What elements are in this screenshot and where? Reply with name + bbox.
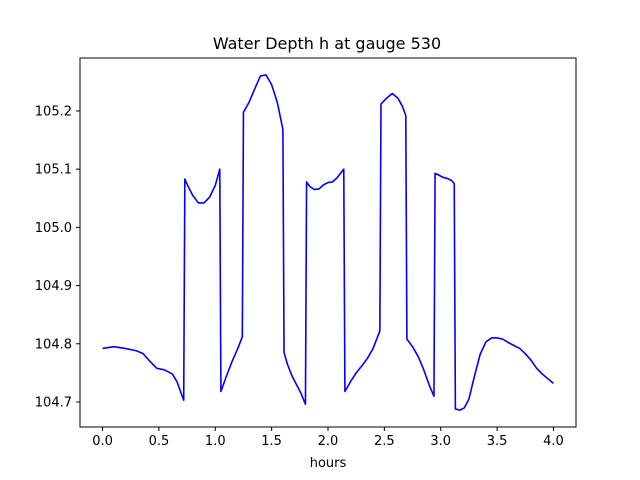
- x-tick-label: 1.0: [205, 434, 226, 449]
- x-tick-label: 3.0: [430, 434, 451, 449]
- x-axis-label: hours: [310, 456, 347, 471]
- x-tick-label: 1.5: [261, 434, 282, 449]
- chart-title: Water Depth h at gauge 530: [213, 34, 441, 53]
- y-tick-label: 104.9: [35, 279, 72, 294]
- y-tick-label: 105.1: [35, 163, 72, 178]
- x-axis-ticks: 0.0 0.5 1.0 1.5 2.0 2.5 3.0 3.5 4.0: [92, 427, 564, 449]
- y-tick-label: 105.2: [35, 104, 72, 119]
- y-axis-ticks: 104.7 104.8 104.9 105.0 105.1 105.2: [35, 104, 80, 410]
- y-tick-label: 104.7: [35, 395, 72, 410]
- plot-area: [102, 74, 554, 411]
- y-tick-label: 105.0: [35, 221, 72, 236]
- x-tick-label: 0.5: [149, 434, 170, 449]
- x-tick-label: 2.5: [374, 434, 395, 449]
- x-tick-label: 2.0: [318, 434, 339, 449]
- x-tick-label: 3.5: [487, 434, 508, 449]
- plot-frame: [79, 57, 577, 428]
- y-tick-label: 104.8: [35, 337, 72, 352]
- x-tick-label: 4.0: [543, 434, 564, 449]
- series-line-0: [102, 74, 554, 411]
- x-tick-label: 0.0: [92, 434, 113, 449]
